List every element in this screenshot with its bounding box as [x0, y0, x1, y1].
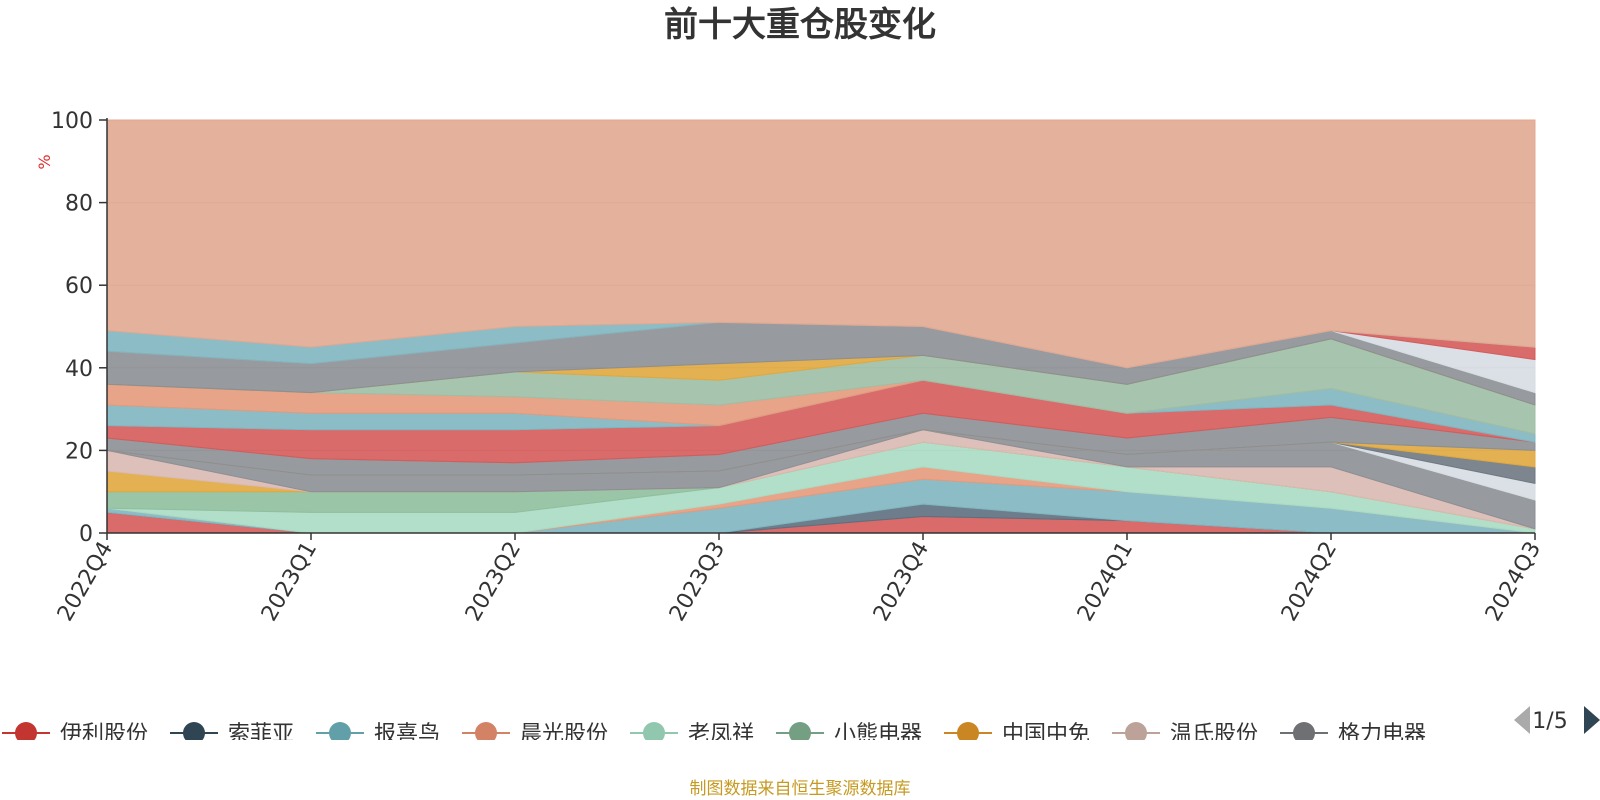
- legend-label: 伊利股份: [60, 722, 148, 747]
- legend-pager[interactable]: 1/5: [1514, 706, 1600, 734]
- legend-label: 报喜鸟: [374, 722, 440, 747]
- legend-item-8[interactable]: 格力电器: [1280, 722, 1426, 747]
- data-source-note: 制图数据来自恒生聚源数据库: [690, 779, 911, 799]
- legend-next-icon[interactable]: [1584, 706, 1600, 734]
- legend-prev-icon[interactable]: [1514, 706, 1530, 734]
- legend-page-indicator: 1/5: [1532, 709, 1567, 734]
- x-tick-label-7: 2024Q3: [1481, 538, 1546, 626]
- legend-label: 老凤祥: [688, 722, 754, 747]
- legend-label: 温氏股份: [1170, 722, 1258, 747]
- legend-item-3[interactable]: 晨光股份: [462, 722, 608, 747]
- legend-marker-icon: [1125, 722, 1147, 740]
- legend-marker-icon: [15, 722, 37, 740]
- y-tick-label-1: 20: [65, 439, 93, 464]
- x-tick-label-4: 2023Q4: [869, 538, 934, 626]
- legend-marker-icon: [789, 722, 811, 740]
- legend[interactable]: 伊利股份 索菲亚 报喜鸟 晨光股份 老凤祥 小熊电器 中国中免 温氏股份 格力电器: [2, 722, 1426, 747]
- legend-marker-icon: [957, 722, 979, 740]
- legend-item-1[interactable]: 索菲亚: [170, 722, 294, 747]
- legend-marker-icon: [183, 722, 205, 740]
- legend-item-7[interactable]: 温氏股份: [1112, 722, 1258, 747]
- legend-label: 格力电器: [1338, 722, 1426, 747]
- x-tick-label-1: 2023Q1: [257, 538, 322, 626]
- legend-item-0[interactable]: 伊利股份: [2, 722, 148, 747]
- chart-title: 前十大重仓股变化: [664, 5, 936, 45]
- legend-item-2[interactable]: 报喜鸟: [316, 722, 440, 747]
- legend-label: 索菲亚: [228, 722, 294, 747]
- y-tick-label-2: 40: [65, 357, 93, 382]
- y-axis-label: %: [35, 154, 54, 169]
- legend-label: 晨光股份: [520, 722, 608, 747]
- legend-item-5[interactable]: 小熊电器: [776, 722, 922, 747]
- y-tick-label-0: 0: [79, 522, 93, 547]
- x-tick-label-6: 2024Q2: [1277, 538, 1342, 626]
- stacked-areas[interactable]: [106, 119, 1536, 534]
- legend-items[interactable]: 伊利股份 索菲亚 报喜鸟 晨光股份 老凤祥 小熊电器 中国中免 温氏股份 格力电器: [2, 722, 1426, 747]
- legend-item-6[interactable]: 中国中免: [944, 722, 1090, 747]
- x-tick-label-3: 2023Q3: [665, 538, 730, 626]
- y-tick-label-3: 60: [65, 274, 93, 299]
- legend-label: 中国中免: [1002, 722, 1090, 747]
- legend-marker-icon: [475, 722, 497, 740]
- legend-marker-icon: [1293, 722, 1315, 740]
- legend-item-4[interactable]: 老凤祥: [630, 722, 754, 747]
- x-tick-label-0: 2022Q4: [53, 538, 118, 626]
- legend-marker-icon: [643, 722, 665, 740]
- y-tick-label-4: 80: [65, 192, 93, 217]
- y-tick-label-5: 100: [51, 109, 93, 134]
- legend-label: 小熊电器: [834, 722, 922, 747]
- x-tick-label-2: 2023Q2: [461, 538, 526, 626]
- legend-marker-icon: [329, 722, 351, 740]
- x-tick-label-5: 2024Q1: [1073, 538, 1138, 626]
- area-series-22[interactable]: [106, 119, 1536, 369]
